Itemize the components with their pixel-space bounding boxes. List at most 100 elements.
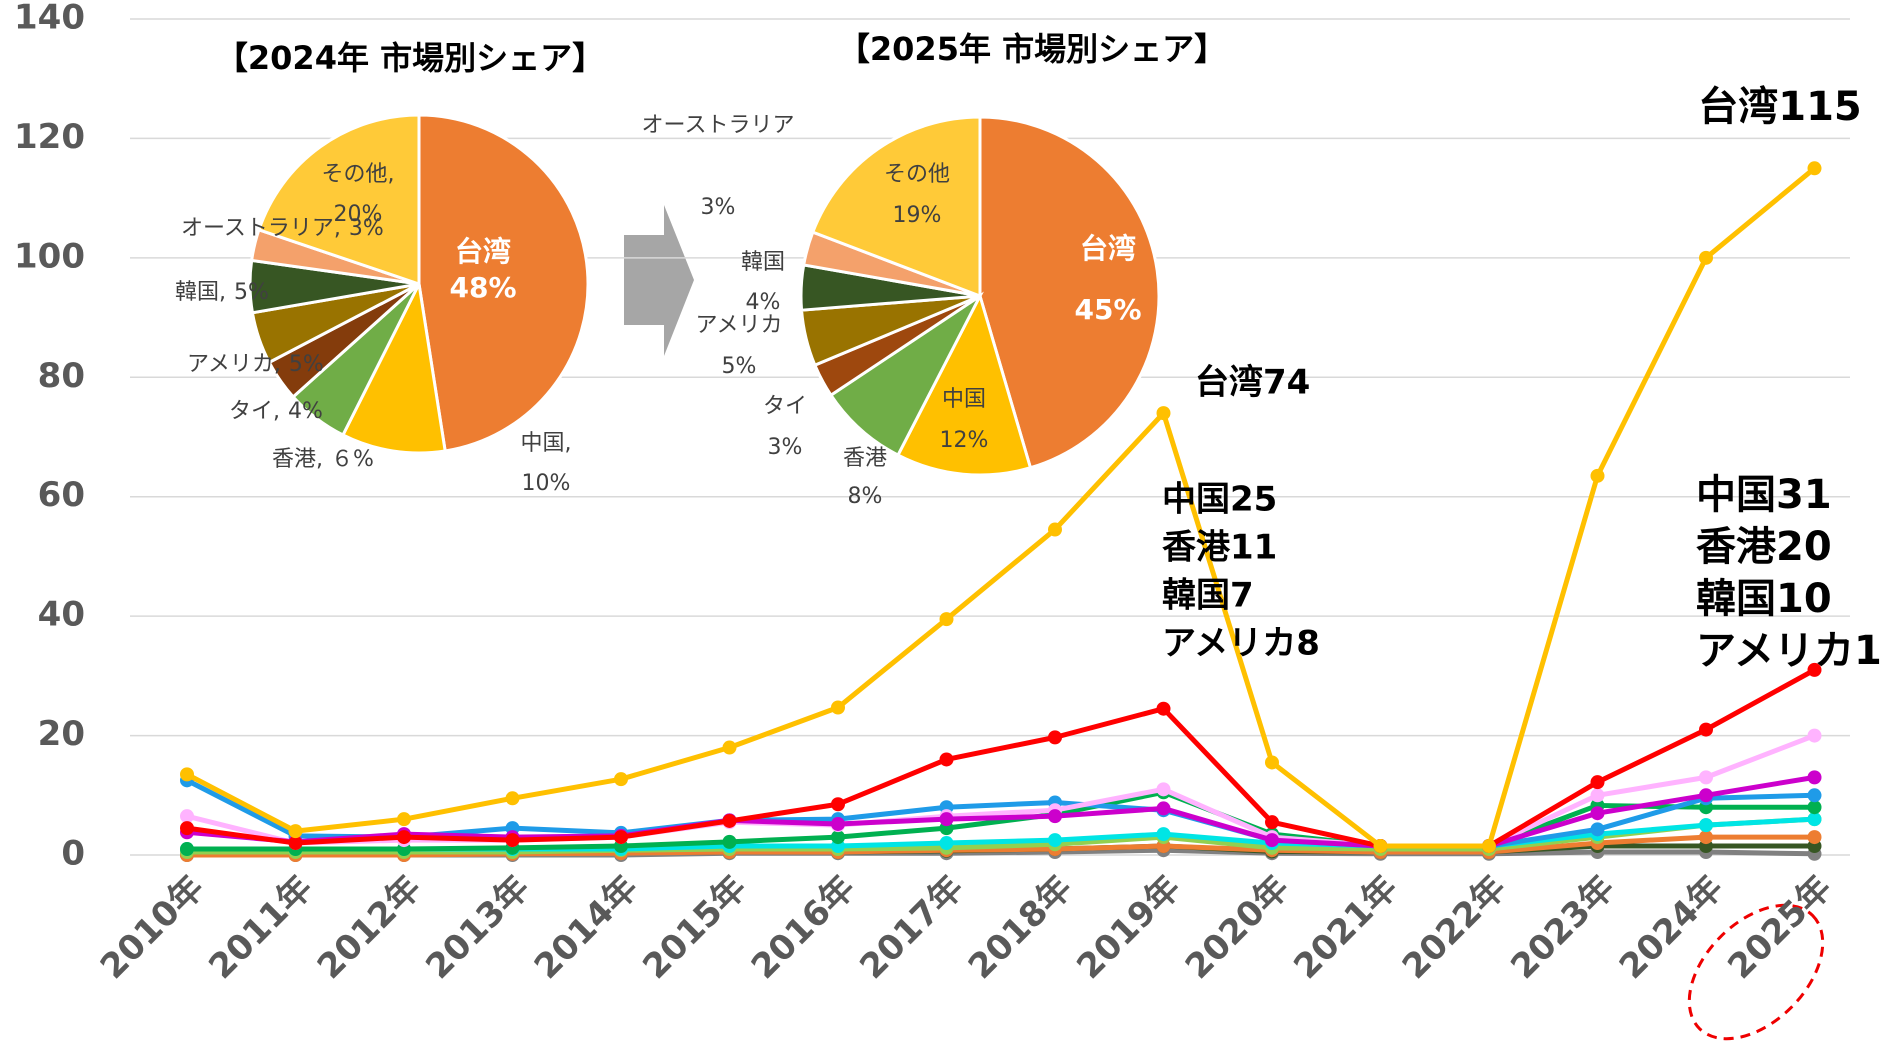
point xyxy=(180,842,194,857)
x-tick-label: 2014年 xyxy=(527,868,646,987)
point xyxy=(1156,782,1171,797)
x-tick-label: 2020年 xyxy=(1178,868,1297,987)
y-tick-label: 60 xyxy=(38,475,85,515)
y-tick-label: 40 xyxy=(38,595,85,635)
slice-label: オーストラリア, 3% xyxy=(181,216,384,241)
slice-name: タイ, xyxy=(229,399,280,424)
annotation: 香港11 xyxy=(1162,528,1277,568)
pie-slice xyxy=(810,115,982,299)
point xyxy=(1265,833,1279,848)
point xyxy=(1265,755,1279,770)
point xyxy=(831,700,845,715)
slice-value: 3% xyxy=(768,435,803,460)
slice-value: 3% xyxy=(701,195,736,220)
point xyxy=(397,830,411,845)
y-tick-label: 20 xyxy=(38,714,85,754)
series-line xyxy=(186,774,1815,849)
x-tick-label: 2025年 xyxy=(1720,868,1839,987)
x-tick-label: 2019年 xyxy=(1069,868,1188,987)
pie-slice xyxy=(417,113,590,453)
slice-name: タイ xyxy=(763,394,807,419)
point xyxy=(1807,800,1822,815)
slice-label: タイ, 4% xyxy=(229,399,323,424)
point xyxy=(1156,701,1171,716)
point xyxy=(1699,830,1713,845)
annotation: アメリカ13 xyxy=(1696,628,1883,674)
slice-name: アメリカ, xyxy=(187,352,281,377)
point xyxy=(1807,770,1822,785)
point xyxy=(1373,839,1388,854)
pie-slice xyxy=(978,115,1161,470)
slice-name: オーストラリア xyxy=(642,113,795,138)
slice-name: 中国, xyxy=(521,431,572,456)
point xyxy=(1156,801,1171,816)
point xyxy=(1590,822,1605,837)
x-tick-label: 2018年 xyxy=(961,868,1080,987)
point xyxy=(288,836,303,851)
slice-value: 8% xyxy=(848,484,883,509)
pie-slice xyxy=(257,113,421,287)
slice-name: 韓国, xyxy=(175,280,226,305)
slice-name: オーストラリア, xyxy=(181,216,341,241)
point xyxy=(397,812,411,827)
pie-title: 【2025年 市場別シェア】 xyxy=(838,30,1226,68)
annotation: アメリカ8 xyxy=(1162,624,1320,664)
x-tick-label: 2017年 xyxy=(852,868,971,987)
point xyxy=(505,833,520,848)
x-tick-label: 2011年 xyxy=(201,868,320,987)
slice-label: 韓国, 5% xyxy=(175,280,269,305)
point xyxy=(1699,722,1713,737)
point xyxy=(614,830,628,845)
slice-value: 5% xyxy=(722,354,757,379)
point xyxy=(939,836,954,851)
point xyxy=(1048,522,1062,537)
x-tick-label: 2024年 xyxy=(1612,868,1731,987)
slice-value: 19% xyxy=(893,203,942,228)
slice-name: 香港, xyxy=(272,447,323,472)
point xyxy=(722,813,737,828)
slice-name: 中国 xyxy=(942,387,986,412)
series-line xyxy=(187,789,1815,852)
annotation: 台湾74 xyxy=(1195,363,1310,403)
point xyxy=(180,767,194,782)
y-tick-label: 140 xyxy=(14,0,85,38)
x-tick-label: 2010年 xyxy=(93,868,212,987)
point xyxy=(1699,770,1713,785)
slice-value: ６% xyxy=(331,447,374,472)
point xyxy=(1699,788,1713,803)
pie-title: 【2024年 市場別シェア】 xyxy=(216,39,604,77)
y-tick-label: 0 xyxy=(61,834,85,874)
slice-value: 10% xyxy=(522,471,571,496)
point xyxy=(288,824,303,839)
arrow xyxy=(624,205,694,356)
slice-name: その他, xyxy=(322,162,395,187)
slice-value: 4% xyxy=(288,399,323,424)
series-line xyxy=(185,778,1815,849)
annotation: 香港20 xyxy=(1696,524,1832,570)
slice-value: 3% xyxy=(349,216,384,241)
slice-value: 45% xyxy=(1074,293,1141,326)
point xyxy=(1048,730,1062,745)
x-tick-label: 2023年 xyxy=(1503,868,1622,987)
point xyxy=(1590,468,1605,483)
x-tick-label: 2013年 xyxy=(418,868,537,987)
point xyxy=(939,612,954,627)
slice-name: アメリカ xyxy=(696,313,783,338)
annotation: 韓国10 xyxy=(1696,576,1832,622)
x-tick-label: 2012年 xyxy=(310,868,429,987)
y-tick-label: 120 xyxy=(14,117,85,157)
pie-slice xyxy=(828,291,984,458)
point xyxy=(722,834,737,849)
point xyxy=(831,797,845,812)
series-line xyxy=(186,733,1816,849)
annotation: 韓国7 xyxy=(1162,576,1254,616)
point xyxy=(1807,662,1822,677)
annotation: 中国31 xyxy=(1696,472,1832,518)
point xyxy=(1807,788,1822,803)
annotation: 中国25 xyxy=(1162,480,1277,520)
slice-value: 5% xyxy=(234,280,269,305)
point xyxy=(1482,839,1496,854)
slice-name: 香港 xyxy=(843,446,887,471)
slice-label: 香港, ６% xyxy=(272,447,374,472)
